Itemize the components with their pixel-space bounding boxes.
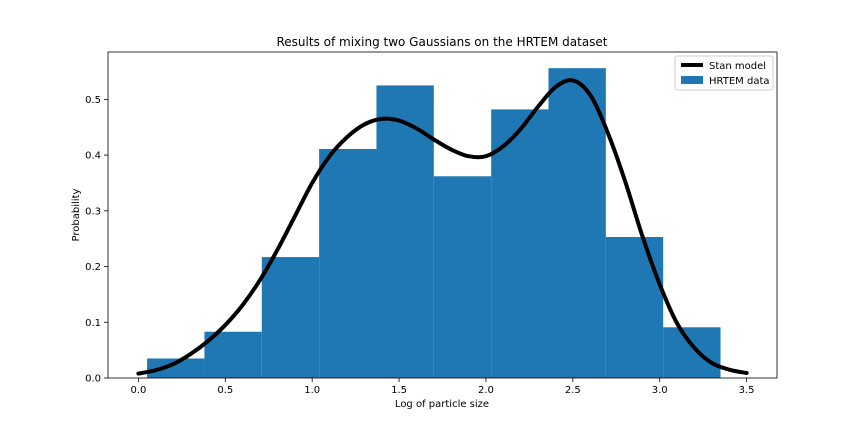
y-axis-ticks: 0.0 0.1 0.2 0.3 0.4 0.5 (85, 95, 108, 385)
y-tick-label: 0.3 (85, 206, 101, 217)
y-axis-label: Probability (71, 188, 82, 241)
histogram-bar (204, 331, 262, 378)
legend: Stan model HRTEM data (674, 55, 774, 91)
x-tick-label: 1.5 (391, 385, 407, 396)
x-tick-label: 2.0 (478, 385, 494, 396)
y-tick-label: 0.4 (85, 151, 101, 162)
legend-label-stan-model: Stan model (709, 61, 766, 72)
x-axis-label: Log of particle size (395, 399, 489, 410)
histogram-bar (261, 257, 320, 378)
x-tick-label: 3.0 (652, 385, 668, 396)
x-tick-label: 1.0 (304, 385, 320, 396)
histogram-bar (663, 327, 721, 378)
histogram-bar (319, 148, 377, 378)
y-tick-label: 0.0 (85, 374, 101, 385)
histogram-bar (548, 68, 606, 379)
x-tick-label: 0.5 (217, 385, 233, 396)
legend-label-hrtem-data: HRTEM data (709, 76, 770, 87)
legend-bar-swatch (681, 76, 703, 84)
plot-frame (107, 51, 778, 379)
histogram-bar (491, 109, 549, 379)
histogram-bar (376, 85, 434, 378)
x-axis-ticks: 0.0 0.5 1.0 1.5 2.0 2.5 3.0 3.5 (130, 378, 755, 396)
y-tick-label: 0.1 (85, 318, 101, 329)
y-tick-label: 0.2 (85, 262, 101, 273)
histogram-bar (605, 237, 664, 378)
chart-title: Results of mixing two Gaussians on the H… (276, 35, 607, 49)
x-tick-label: 2.5 (565, 385, 581, 396)
histogram-bars (147, 68, 721, 379)
histogram-bar (147, 358, 205, 378)
histogram-bar (433, 176, 492, 378)
x-tick-label: 0.0 (130, 385, 146, 396)
x-tick-label: 3.5 (739, 385, 755, 396)
y-tick-label: 0.5 (85, 95, 101, 106)
stan-model-line (136, 78, 749, 376)
